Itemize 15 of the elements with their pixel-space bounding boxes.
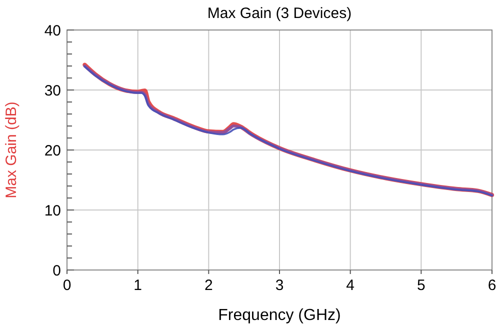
y-tick-label: 20 [44,142,61,160]
x-tick-label: 5 [416,277,426,294]
x-tick-label: 0 [62,277,72,294]
y-tick-label: 0 [52,262,61,280]
y-axis-title: Max Gain (dB) [3,102,20,198]
x-tick-label: 1 [134,277,142,294]
y-tick-label: 40 [44,22,61,40]
y-tick-label: 10 [44,202,61,220]
x-tick-label: 2 [204,277,213,294]
x-tick-label: 4 [346,277,355,294]
chart-title: Max Gain (3 Devices) [207,5,352,22]
y-tick-label: 30 [44,82,61,100]
x-axis-title: Frequency (GHz) [218,307,341,324]
x-tick-label: 3 [275,277,284,294]
x-tick-label: 6 [488,277,496,294]
